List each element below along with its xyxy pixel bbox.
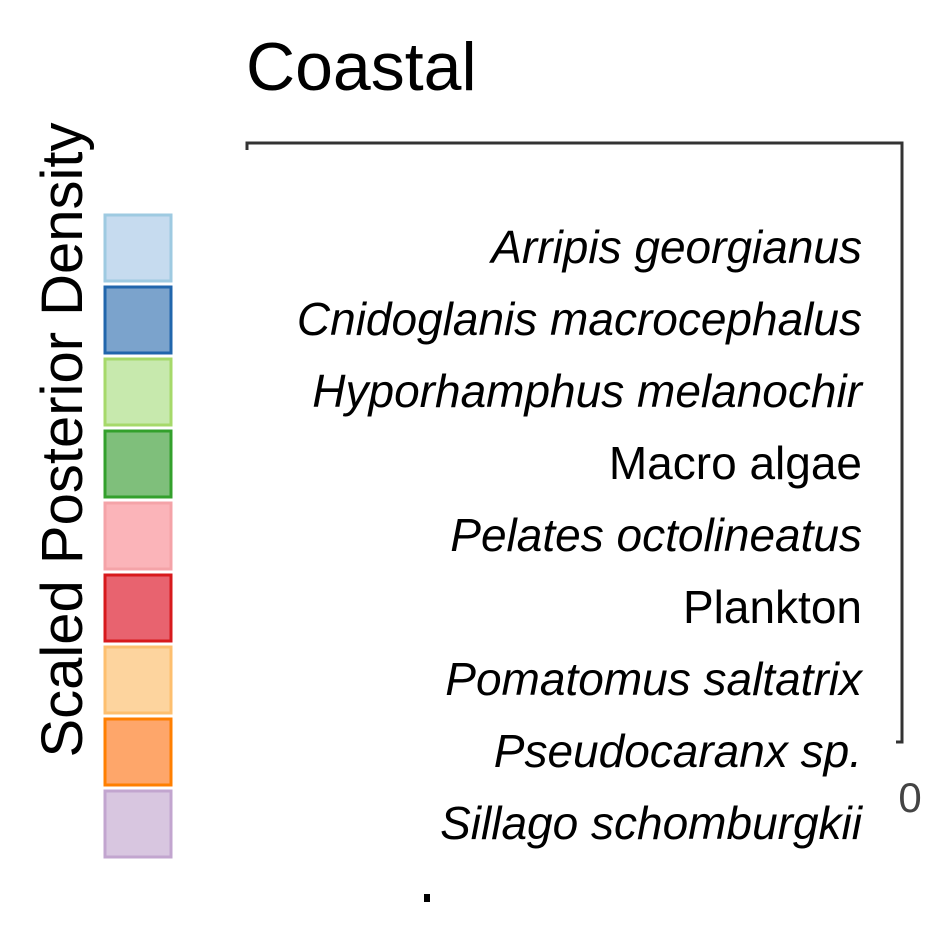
- chart-title: Coastal: [246, 29, 477, 105]
- legend: Arripis georgianus Cnidoglanis macrocepha…: [103, 213, 864, 859]
- legend-swatch: [103, 645, 173, 715]
- legend-label: Macro algae: [609, 437, 862, 489]
- x-tick-mark: [424, 894, 430, 902]
- legend-swatch: [103, 429, 173, 499]
- y-tick-label-0: 0: [898, 774, 921, 821]
- legend-label: Pelates octolineatus: [450, 509, 862, 561]
- legend-label: Pseudocaranx sp.: [494, 725, 862, 777]
- legend-swatch: [103, 573, 173, 643]
- legend-swatch: [103, 357, 173, 427]
- legend-label: Pomatomus saltatrix: [445, 653, 864, 705]
- y-axis-label: Scaled Posterior Density: [30, 122, 95, 757]
- legend-label: Sillago schomburgkii: [440, 797, 864, 849]
- legend-label: Cnidoglanis macrocephalus: [297, 293, 862, 345]
- legend-label: Hyporhamphus melanochir: [312, 365, 863, 417]
- legend-swatch: [103, 717, 173, 787]
- legend-swatch: [103, 213, 173, 283]
- legend-label: Plankton: [683, 581, 862, 633]
- axis-frame: [245, 141, 904, 744]
- legend-swatch: [103, 285, 173, 355]
- legend-label: Arripis georgianus: [488, 221, 862, 273]
- legend-swatch: [103, 501, 173, 571]
- legend-swatch: [103, 789, 173, 859]
